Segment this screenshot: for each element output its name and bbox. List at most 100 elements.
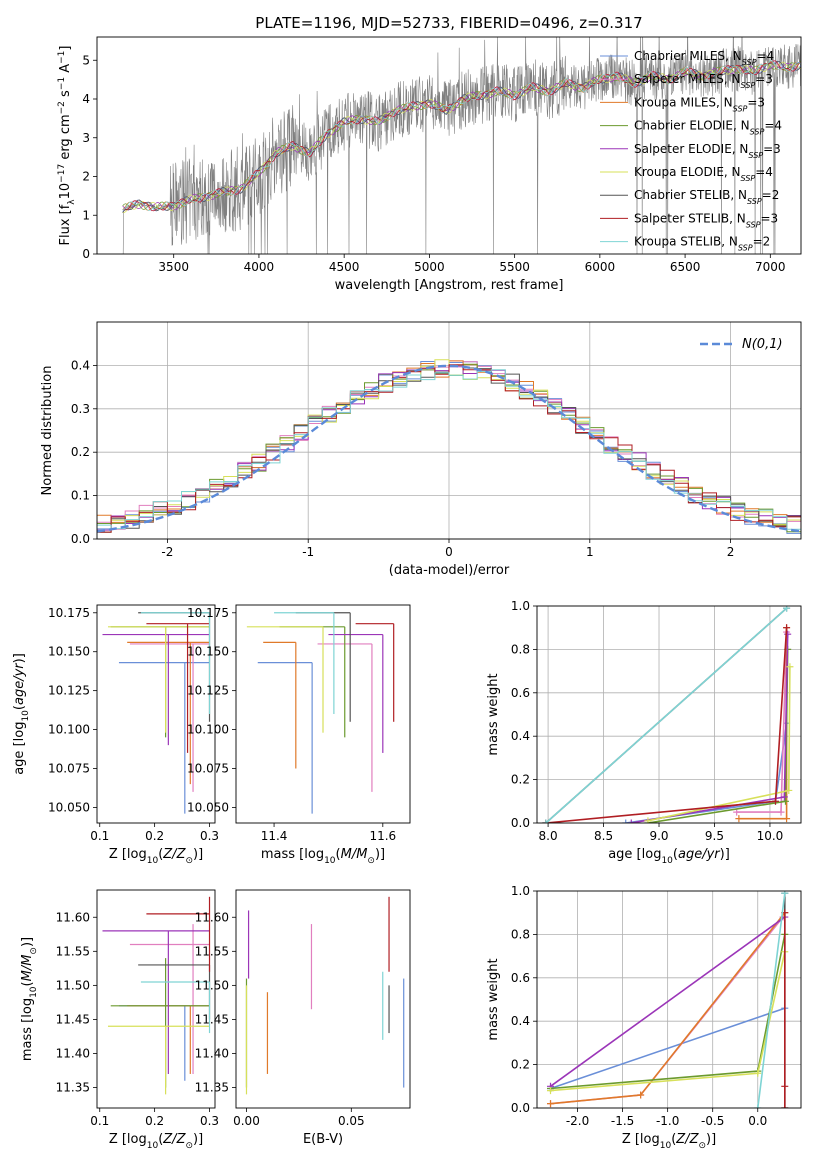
legend-entry: Kroupa MILES, NSSP=3 xyxy=(634,95,765,113)
axes-frame xyxy=(96,889,216,1109)
errorbar-salpeter-elodie xyxy=(102,930,210,1074)
series-kroupa-stelib xyxy=(754,891,789,1108)
series-line xyxy=(550,916,786,1087)
x-axis-label: Z [log10(Z/Z⊙)] xyxy=(109,847,203,866)
y-axis-label: mass weight xyxy=(486,958,501,1040)
legend-entry: Chabrier STELIB, NSSP=2 xyxy=(634,188,779,206)
x-tick-label: 6000 xyxy=(585,260,616,274)
data-point xyxy=(542,819,550,823)
plot-area-weight_vs_Z xyxy=(547,891,789,1108)
data-point xyxy=(771,797,779,805)
series-kroupa-elodie xyxy=(644,663,794,823)
x-tick-label: -1 xyxy=(302,545,314,559)
normal-curve xyxy=(97,364,801,533)
y-tick-label: 0.8 xyxy=(511,927,530,941)
y-tick-label: 0.8 xyxy=(511,642,530,656)
x-axis-label: E(B-V) xyxy=(303,1132,343,1147)
plot-area-mass_vs_Z xyxy=(102,896,211,1095)
y-tick-label: 0.3 xyxy=(71,402,90,416)
y-tick-label: 11.35 xyxy=(56,1081,90,1095)
data-point xyxy=(754,1069,762,1077)
x-tick-label: 0.2 xyxy=(145,829,164,843)
x-axis-label: Z [log10(Z/Z⊙)] xyxy=(622,1132,716,1151)
data-point xyxy=(622,819,630,823)
y-tick-label: 0 xyxy=(82,247,90,261)
x-axis-label: mass [log10(M/M⊙)] xyxy=(261,847,385,866)
data-point xyxy=(777,808,785,816)
errorbar-chabrier-miles xyxy=(257,662,313,814)
histogram-kroupa-stelib xyxy=(97,369,801,539)
y-tick-label: 11.45 xyxy=(56,1012,90,1026)
y-axis-label: age [log10(age/yr)] xyxy=(12,653,31,775)
y-tick-label: 0.0 xyxy=(511,816,530,830)
x-tick-label: 0.1 xyxy=(90,1114,109,1128)
data-point xyxy=(754,1104,762,1108)
errorbar-salpeter-stelib xyxy=(355,623,395,722)
legend-entry: Salpeter STELIB, NSSP=3 xyxy=(634,211,778,229)
axes-frame xyxy=(235,889,411,1109)
y-tick-label: 0.4 xyxy=(511,729,530,743)
x-tick-label: 4500 xyxy=(329,260,360,274)
spectrum-model-kroupa-stelib xyxy=(122,60,801,211)
x-tick-label: 0.05 xyxy=(338,1114,365,1128)
legend-entry: N(0,1) xyxy=(742,337,783,352)
errorbar-chabrier-stelib xyxy=(138,612,211,722)
y-tick-label: 10.050 xyxy=(187,800,229,814)
x-tick-label: 0.00 xyxy=(233,1114,260,1128)
axes-residuals: -2 -1 0 1 2 0.0 0.1 0.2 0.3 0.4 N(0,1) (data-model)… xyxy=(40,321,802,578)
x-tick-label: 4000 xyxy=(244,260,275,274)
data-point xyxy=(644,817,652,823)
y-tick-label: 11.50 xyxy=(56,978,90,992)
axes-frame xyxy=(96,36,802,255)
data-point xyxy=(784,630,792,638)
y-tick-label: 10.175 xyxy=(187,606,229,620)
x-tick-label: 0.1 xyxy=(90,829,109,843)
legend-entry: Kroupa ELODIE, NSSP=4 xyxy=(634,165,773,183)
y-tick-label: 0.1 xyxy=(71,489,90,503)
data-point xyxy=(637,1091,645,1099)
x-tick-label: 2 xyxy=(727,545,735,559)
y-tick-label: 0.4 xyxy=(511,1014,530,1028)
x-axis-label: age [log10(age/yr)] xyxy=(608,847,730,866)
y-tick-label: 11.60 xyxy=(195,910,229,924)
y-tick-label: 11.60 xyxy=(56,910,90,924)
x-tick-label: 3500 xyxy=(158,260,189,274)
errorbar-kroupa-elodie xyxy=(107,1025,210,1095)
y-tick-label: 10.175 xyxy=(48,606,90,620)
axes-age_vs_mass: 11.4 11.6 10.050 10.075 10.100 10.125 10.150 10… xyxy=(187,604,411,866)
legend-entry: Chabrier MILES, NSSP=4 xyxy=(634,49,774,67)
errorbar-kroupa-miles xyxy=(263,641,297,769)
y-tick-label: 0.2 xyxy=(511,1058,530,1072)
errorbar-salpeter-miles xyxy=(129,924,210,1074)
axes-frame xyxy=(536,890,802,1109)
x-tick-label: 9.5 xyxy=(705,829,724,843)
x-axis-label: (data-model)/error xyxy=(389,563,510,578)
y-tick-label: 10.075 xyxy=(48,762,90,776)
x-tick-label: 0.3 xyxy=(200,1114,219,1128)
errorbar-salpeter-elodie xyxy=(102,633,210,746)
plot-area-mass_vs_ebv xyxy=(245,896,405,1095)
x-tick-label: -2.0 xyxy=(566,1114,589,1128)
series-line xyxy=(550,1007,786,1090)
plot-area-spectrum xyxy=(121,37,801,254)
spectrum-model-kroupa-elodie xyxy=(122,61,801,213)
y-tick-label: 0.4 xyxy=(71,358,90,372)
errorbar-kroupa-elodie xyxy=(246,626,324,733)
data-point xyxy=(783,606,791,612)
data-point xyxy=(781,891,789,897)
legend-entry: Kroupa STELIB, NSSP=2 xyxy=(634,235,770,253)
y-tick-label: 3 xyxy=(82,131,90,145)
x-tick-label: -0.5 xyxy=(701,1114,724,1128)
x-tick-label: 11.6 xyxy=(369,829,396,843)
x-tick-label: 5500 xyxy=(499,260,530,274)
x-tick-label: 6500 xyxy=(670,260,701,274)
plot-area-residuals xyxy=(97,359,801,539)
legend-entry: Salpeter MILES, NSSP=3 xyxy=(634,72,773,90)
y-tick-label: 11.35 xyxy=(195,1081,229,1095)
axes-age_vs_Z: 0.1 0.2 0.3 10.050 10.075 10.100 10.125 10.150 1… xyxy=(12,604,219,866)
y-tick-label: 10.125 xyxy=(48,684,90,698)
data-point xyxy=(785,786,793,794)
series-line xyxy=(545,607,788,823)
errorbar-salpeter-stelib xyxy=(146,623,210,753)
